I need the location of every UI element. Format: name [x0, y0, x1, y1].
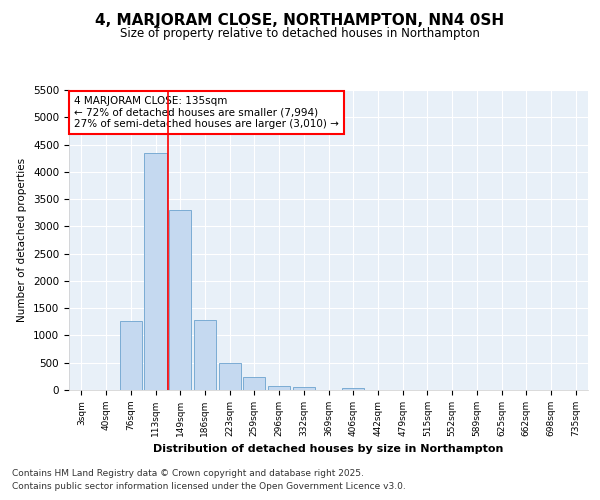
X-axis label: Distribution of detached houses by size in Northampton: Distribution of detached houses by size … [154, 444, 503, 454]
Text: Size of property relative to detached houses in Northampton: Size of property relative to detached ho… [120, 28, 480, 40]
Text: Contains HM Land Registry data © Crown copyright and database right 2025.: Contains HM Land Registry data © Crown c… [12, 468, 364, 477]
Bar [243, 378, 265, 390]
Text: 4 MARJORAM CLOSE: 135sqm
← 72% of detached houses are smaller (7,994)
27% of sem: 4 MARJORAM CLOSE: 135sqm ← 72% of detach… [74, 96, 339, 129]
Bar [268, 386, 290, 390]
Text: 4, MARJORAM CLOSE, NORTHAMPTON, NN4 0SH: 4, MARJORAM CLOSE, NORTHAMPTON, NN4 0SH [95, 12, 505, 28]
Bar [145, 152, 167, 390]
Bar [194, 320, 216, 390]
Y-axis label: Number of detached properties: Number of detached properties [17, 158, 28, 322]
Bar [119, 320, 142, 390]
Text: Contains public sector information licensed under the Open Government Licence v3: Contains public sector information licen… [12, 482, 406, 491]
Bar [169, 210, 191, 390]
Bar [342, 388, 364, 390]
Bar [218, 362, 241, 390]
Bar [293, 388, 315, 390]
